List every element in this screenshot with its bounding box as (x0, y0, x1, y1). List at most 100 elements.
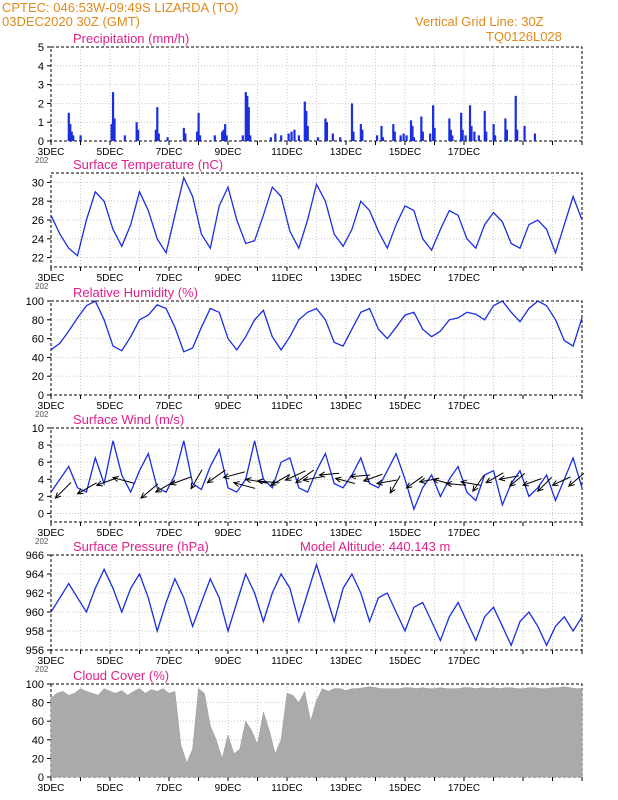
temp-xtick-label: 11DEC (271, 273, 303, 284)
wind-arrow-head (349, 473, 357, 480)
precip-bar (468, 105, 472, 141)
precip-bar (516, 129, 519, 141)
wind-arrow-head (508, 480, 516, 487)
rh-xtick-label: 5DEC (97, 401, 124, 412)
precip-bar (392, 124, 395, 141)
temp-xtick-label: 15DEC (389, 273, 421, 284)
wind-arrow (55, 482, 72, 499)
precip-bar (269, 137, 272, 141)
pres-ytick-label: 962 (26, 588, 44, 600)
precip-bar (412, 137, 416, 141)
precip-bar (420, 116, 423, 141)
pres-ytick-label: 958 (26, 626, 44, 638)
wind-ytick-label: 0 (38, 508, 44, 520)
rh-xtick-label: 15DEC (389, 401, 421, 412)
wind-arrow (140, 483, 159, 499)
precip-bar (274, 133, 277, 141)
wind-frame (50, 427, 583, 523)
precip-bar (166, 137, 169, 141)
wind-arrow-head (294, 477, 302, 484)
precip-bar (306, 125, 309, 141)
wind-ytick-label: 6 (38, 457, 44, 469)
precip-ytick-label: 2 (38, 98, 44, 110)
panel-rh: 0 20 40 60 80 100 3DEC 5DEC 7DEC 9DEC 11DEC 13DEC 15… (26, 285, 583, 419)
precip-bar (246, 95, 249, 141)
precip-xtick-label: 3DEC (38, 147, 65, 158)
wind-arrow (499, 475, 519, 480)
panel-pres: 956 958 960 962 964 966 3DEC 5DEC 7DEC 9DEC 11DEC 1… (26, 539, 583, 674)
wind-arrow-head (362, 476, 370, 483)
precip-bar (182, 127, 185, 141)
wind-arrow (245, 478, 268, 484)
cloud-ytick-label: 40 (32, 735, 44, 747)
precip-bar (197, 112, 200, 141)
precip-bar (154, 129, 157, 141)
rh-xtick-label: 9DEC (215, 401, 242, 412)
cloud-xtick-label: 7DEC (156, 783, 183, 794)
rh-ytick-label: 80 (32, 315, 44, 327)
precip-bar (405, 135, 408, 141)
wind-arrow-head (375, 479, 383, 486)
wind-arrow-head (269, 480, 277, 486)
precip-bar (375, 135, 379, 141)
wind-xtick-label: 17DEC (448, 528, 480, 539)
wind-ytick-label: 10 (32, 423, 44, 435)
precip-xtick-label: 17DEC (448, 147, 480, 158)
cloud-ytick-label: 0 (38, 772, 44, 784)
rh-xtick-label: 3DEC (38, 401, 65, 412)
wind-series-line (50, 440, 583, 512)
wind-arrow-head (154, 486, 162, 493)
precip-ytick-label: 4 (38, 61, 44, 73)
precip-xtick-label: 7DEC (156, 147, 183, 158)
wind-arrow (472, 474, 485, 492)
precip-xtick-label: 5DEC (97, 147, 124, 158)
precip-ytick-label: 0 (38, 136, 44, 148)
wind-arrow-head (190, 482, 197, 490)
temp-ytick-label: 22 (32, 253, 44, 265)
wind-arrow (522, 478, 542, 486)
wind-arrow (389, 475, 401, 494)
temp-xtick-label: 3DEC (38, 273, 65, 284)
precip-bar (477, 135, 480, 141)
precip-bar (421, 131, 424, 141)
wind-arrow (376, 479, 397, 485)
wind-arrow-head (521, 480, 530, 487)
wind-arrow (270, 473, 291, 486)
rh-xtick-label: 7DEC (156, 401, 183, 412)
precip-bar (505, 129, 508, 141)
precip-bar (473, 131, 476, 141)
precip-bar (241, 135, 244, 141)
wind-arrow (446, 483, 467, 486)
precip-bar (135, 122, 138, 141)
precip-bar (225, 135, 228, 141)
pres-ytick-label: 960 (26, 607, 44, 619)
precip-bar (316, 137, 320, 141)
wind-arrow-head (459, 479, 467, 486)
wind-arrow (485, 472, 504, 484)
date-header: 03DEC2020 30Z (GMT) (2, 14, 140, 29)
precip-bar (470, 125, 473, 141)
precip-bar (523, 125, 526, 141)
wind-arrow-head (431, 477, 440, 484)
precip-bar (70, 131, 73, 141)
temp-ytick-label: 30 (32, 177, 44, 189)
cloud-xtick-label: 3DEC (38, 783, 65, 794)
wind-year-label: 202 (35, 537, 49, 546)
wind-arrow-head (206, 477, 214, 484)
wind-arrow-head (232, 481, 240, 487)
precip-bar (492, 124, 495, 141)
precip-bar (156, 107, 159, 141)
pres-ytick-label: 966 (26, 550, 44, 562)
wind-arrow-head (222, 473, 230, 480)
wind-xtick-label: 13DEC (330, 528, 362, 539)
wind-arrow (568, 472, 585, 487)
precip-bar (533, 133, 536, 141)
wind-ytick-label: 2 (38, 491, 44, 503)
precip-bar (69, 124, 72, 141)
wind-arrow (509, 472, 526, 487)
cloud-xtick-label: 17DEC (448, 783, 480, 794)
precip-bar (381, 137, 385, 141)
precip-bar (451, 135, 454, 141)
rh-series-line (50, 300, 583, 353)
